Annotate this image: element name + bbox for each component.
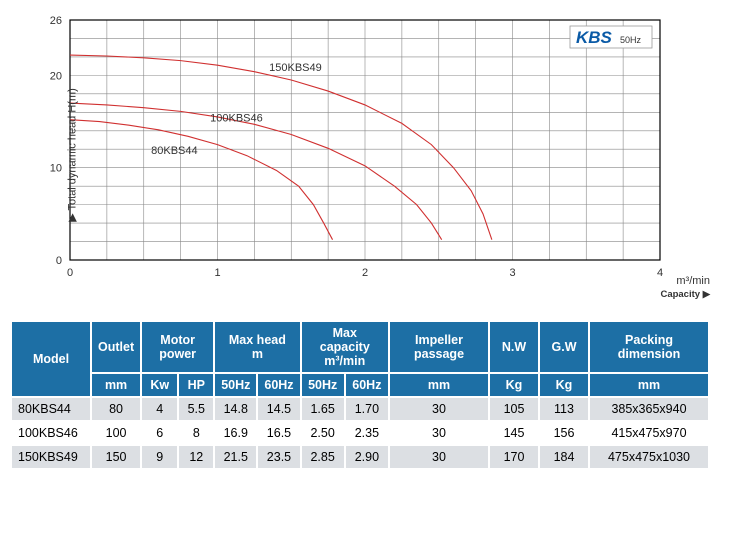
col-subheader: Kg (489, 373, 539, 397)
table-row: 100KBS461006816.916.52.502.3530145156415… (11, 421, 709, 445)
svg-text:2: 2 (362, 267, 368, 279)
col-header: N.W (489, 321, 539, 373)
col-header: Packing dimension (589, 321, 709, 373)
y-axis-label: ▶ Total dynamic head H(m) (65, 88, 78, 222)
spec-table-body: 80KBS448045.514.814.51.651.7030105113385… (11, 397, 709, 469)
table-cell: 145 (489, 421, 539, 445)
col-subheader: Kw (141, 373, 178, 397)
table-cell: 30 (389, 445, 489, 469)
table-cell: 1.70 (345, 397, 389, 421)
x-axis-caption: Capacity ▶ (660, 289, 710, 300)
table-cell: 150KBS49 (11, 445, 91, 469)
svg-text:3: 3 (509, 267, 515, 279)
col-header: Max headm (214, 321, 300, 373)
curve-label: 80KBS44 (151, 145, 197, 157)
svg-text:10: 10 (50, 163, 62, 175)
col-subheader: 50Hz (301, 373, 345, 397)
table-cell: 16.9 (214, 421, 257, 445)
col-header: Max capacitym³/min (301, 321, 389, 373)
table-cell: 6 (141, 421, 178, 445)
col-subheader: mm (589, 373, 709, 397)
table-cell: 23.5 (257, 445, 300, 469)
col-header: Motor power (141, 321, 214, 373)
chart-svg: 01234010202680KBS44100KBS46150KBS49KBS50… (10, 10, 710, 300)
table-cell: 170 (489, 445, 539, 469)
table-cell: 16.5 (257, 421, 300, 445)
table-cell: 184 (539, 445, 589, 469)
table-cell: 9 (141, 445, 178, 469)
table-cell: 150 (91, 445, 141, 469)
table-cell: 80 (91, 397, 141, 421)
x-axis-label-wrap: m³/min Capacity ▶ (660, 275, 710, 300)
spec-table: ModelOutletMotor powerMax headmMax capac… (10, 320, 710, 470)
spec-table-head: ModelOutletMotor powerMax headmMax capac… (11, 321, 709, 397)
curve-label: 150KBS49 (269, 62, 322, 74)
col-subheader: 60Hz (257, 373, 300, 397)
table-cell: 100 (91, 421, 141, 445)
col-subheader: mm (389, 373, 489, 397)
table-row: 80KBS448045.514.814.51.651.7030105113385… (11, 397, 709, 421)
col-subheader: 50Hz (214, 373, 257, 397)
col-header: Outlet (91, 321, 141, 373)
table-cell: 105 (489, 397, 539, 421)
table-cell: 30 (389, 397, 489, 421)
table-cell: 2.90 (345, 445, 389, 469)
svg-text:1: 1 (214, 267, 220, 279)
col-header: G.W (539, 321, 589, 373)
table-cell: 12 (178, 445, 214, 469)
legend-title: KBS (576, 28, 613, 47)
legend-hz: 50Hz (620, 35, 642, 45)
svg-text:26: 26 (50, 15, 62, 27)
table-cell: 14.8 (214, 397, 257, 421)
table-cell: 1.65 (301, 397, 345, 421)
table-cell: 113 (539, 397, 589, 421)
table-cell: 5.5 (178, 397, 214, 421)
table-cell: 475x475x1030 (589, 445, 709, 469)
svg-text:0: 0 (67, 267, 73, 279)
svg-text:0: 0 (56, 255, 62, 267)
curve-label: 100KBS46 (210, 113, 263, 125)
table-cell: 8 (178, 421, 214, 445)
col-subheader: Kg (539, 373, 589, 397)
table-cell: 80KBS44 (11, 397, 91, 421)
table-cell: 14.5 (257, 397, 300, 421)
col-subheader: mm (91, 373, 141, 397)
col-header: Impeller passage (389, 321, 489, 373)
table-cell: 100KBS46 (11, 421, 91, 445)
table-cell: 2.50 (301, 421, 345, 445)
table-cell: 385x365x940 (589, 397, 709, 421)
table-cell: 415x475x970 (589, 421, 709, 445)
table-row: 150KBS4915091221.523.52.852.903017018447… (11, 445, 709, 469)
col-subheader: 60Hz (345, 373, 389, 397)
table-cell: 2.35 (345, 421, 389, 445)
col-header: Model (11, 321, 91, 397)
perf-chart: ▶ Total dynamic head H(m) 01234010202680… (10, 10, 710, 300)
table-cell: 2.85 (301, 445, 345, 469)
svg-text:20: 20 (50, 70, 62, 82)
table-cell: 156 (539, 421, 589, 445)
x-axis-unit: m³/min (660, 275, 710, 287)
table-cell: 4 (141, 397, 178, 421)
col-subheader: HP (178, 373, 214, 397)
table-cell: 30 (389, 421, 489, 445)
table-cell: 21.5 (214, 445, 257, 469)
